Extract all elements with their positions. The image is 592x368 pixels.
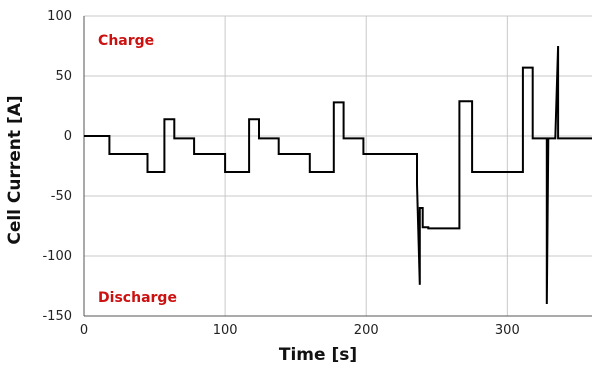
x-tick-label: 0 xyxy=(80,323,88,338)
series-layer xyxy=(84,45,592,305)
y-tick-label: -150 xyxy=(42,309,72,324)
grid-layer xyxy=(84,15,592,316)
charge-annotation: Charge xyxy=(98,33,154,49)
discharge-annotation: Discharge xyxy=(98,290,177,306)
y-tick-label: 0 xyxy=(64,129,72,144)
tick-layer: -150 -100 -50 0 50 100 0 100 200 300 xyxy=(42,9,519,338)
x-tick-label: 300 xyxy=(495,323,520,338)
y-tick-label: -50 xyxy=(51,189,72,204)
axis-layer xyxy=(83,16,592,317)
y-axis-title: Cell Current [A] xyxy=(5,95,25,244)
x-tick-label: 200 xyxy=(354,323,379,338)
x-tick-label: 100 xyxy=(213,323,238,338)
x-axis-title: Time [s] xyxy=(279,345,357,365)
y-tick-label: 50 xyxy=(55,69,72,84)
y-tick-label: -100 xyxy=(42,249,72,264)
current-series-line xyxy=(84,45,592,305)
y-tick-label: 100 xyxy=(47,9,72,24)
